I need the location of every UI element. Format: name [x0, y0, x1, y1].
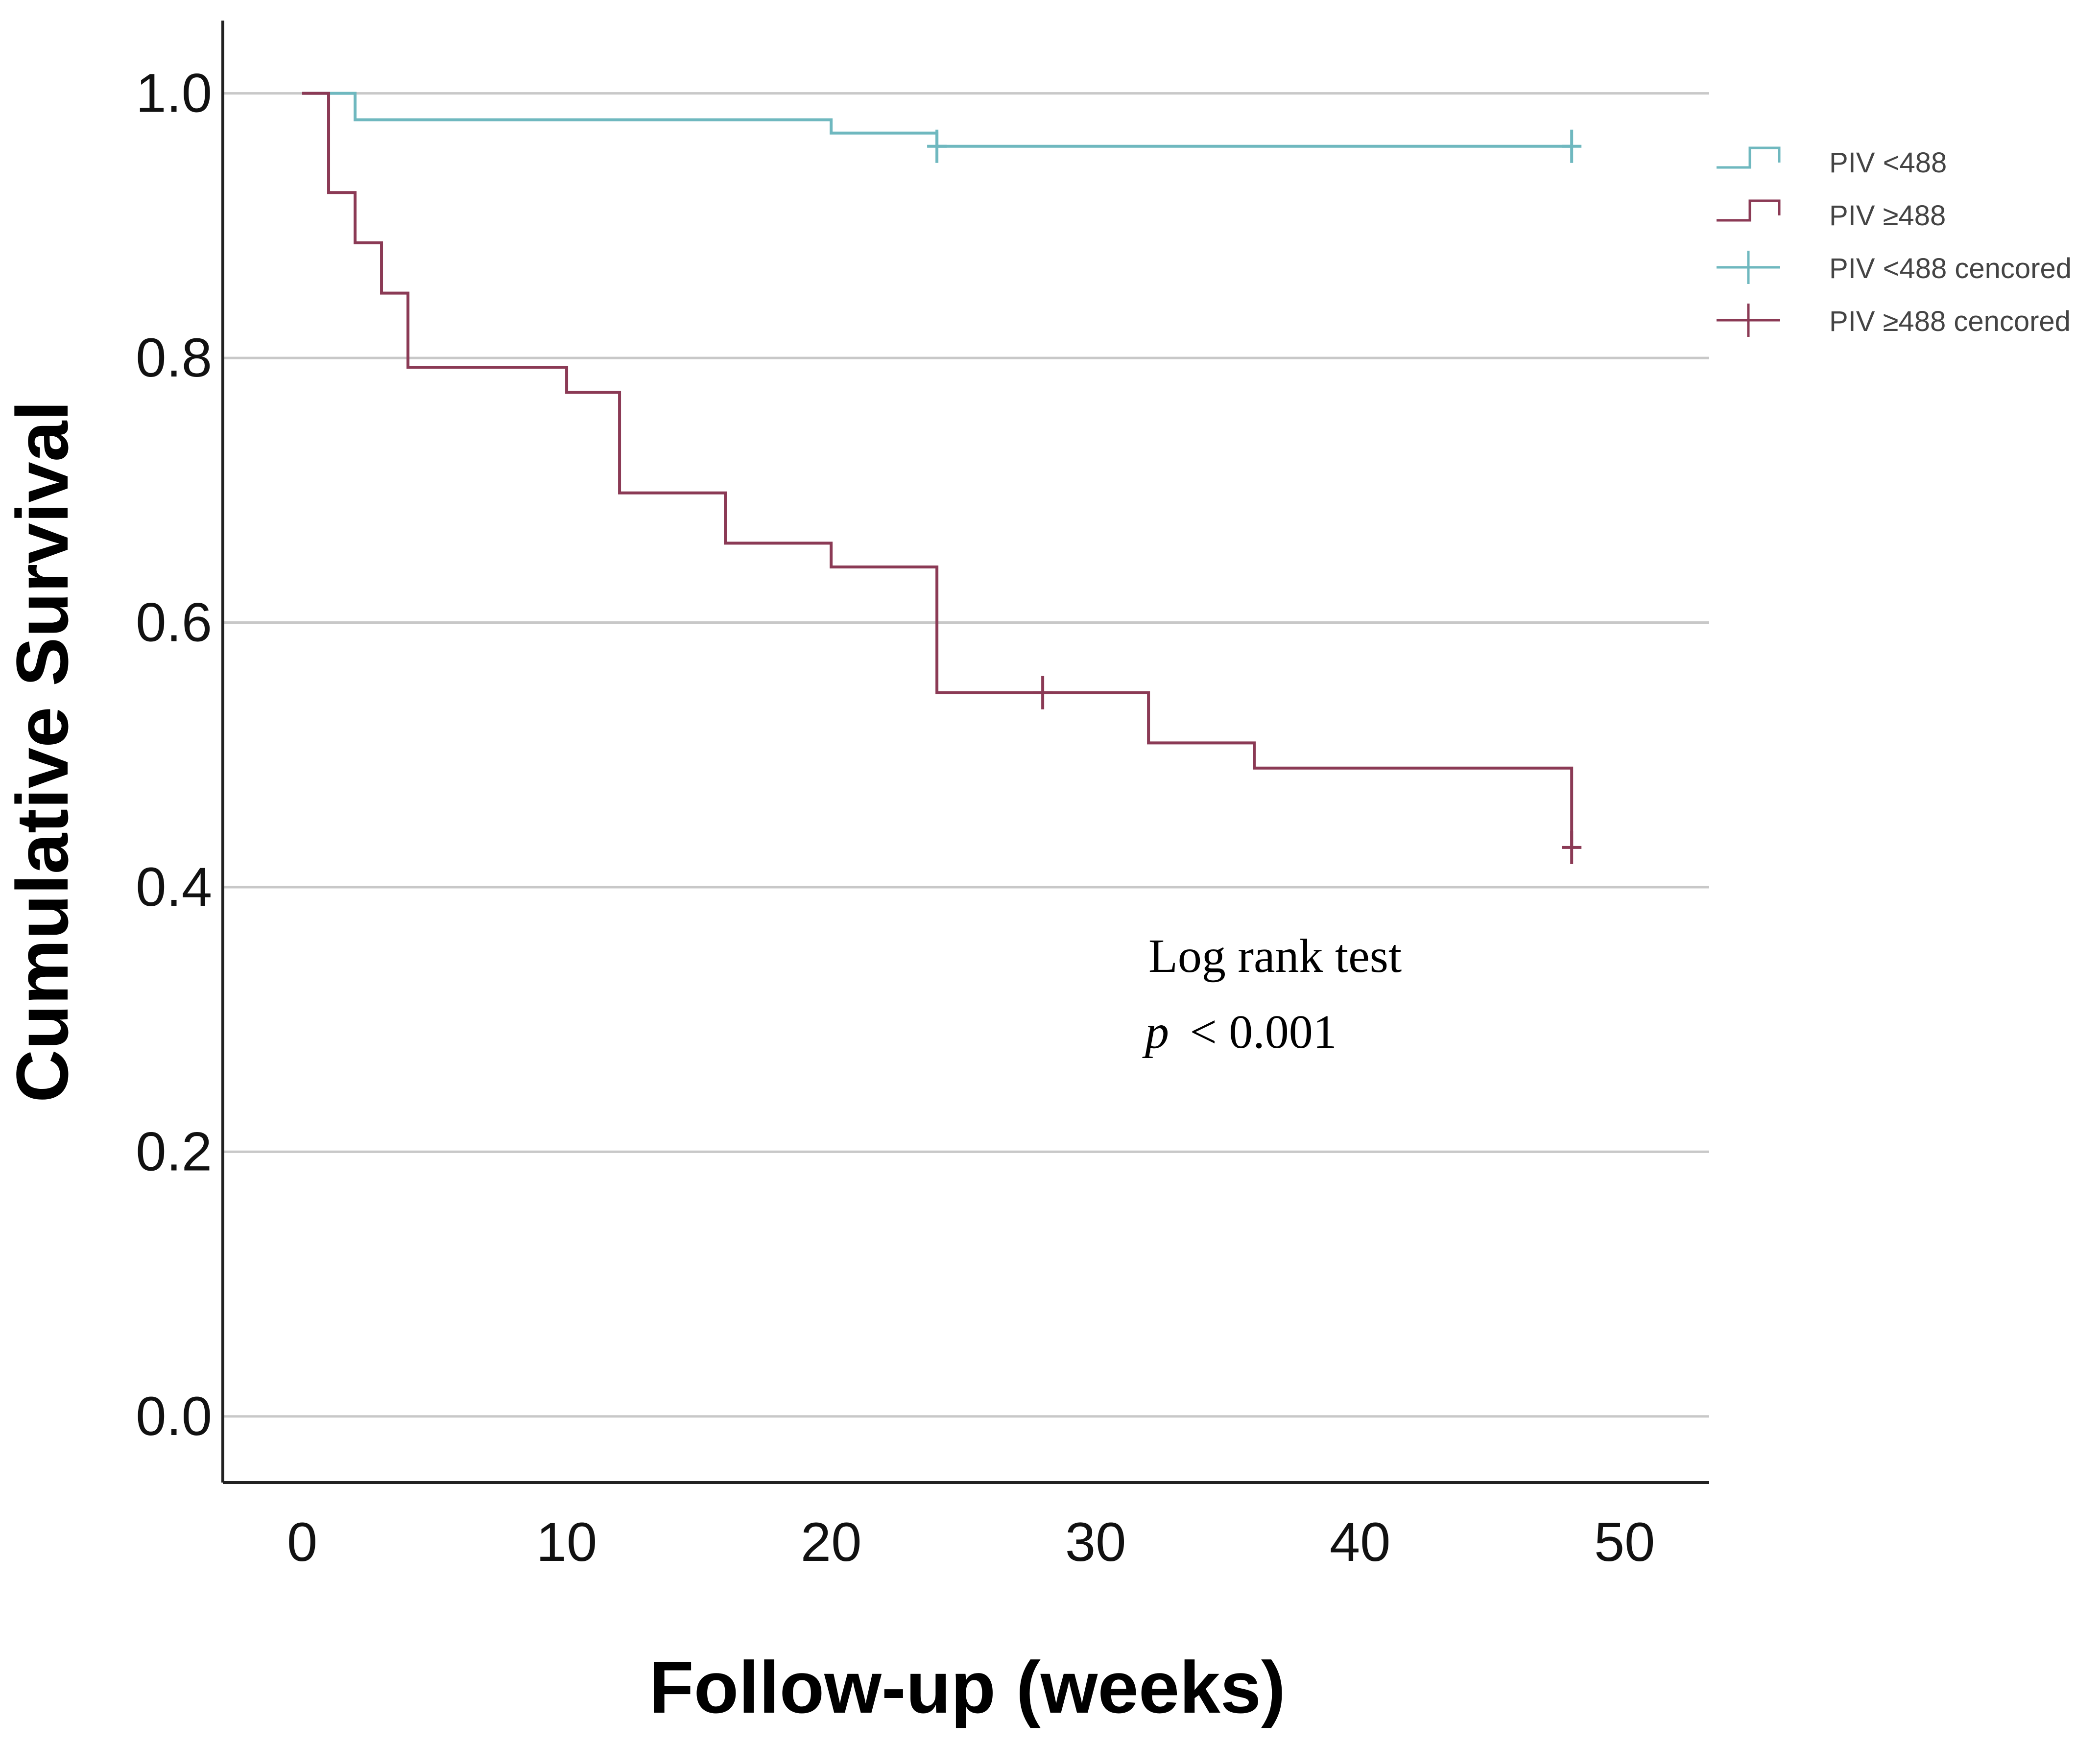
- censor-mark: [927, 129, 947, 163]
- x-tick-label: 30: [1065, 1511, 1126, 1573]
- censor-mark: [1033, 676, 1053, 709]
- x-tick-label: 40: [1330, 1511, 1391, 1573]
- y-tick-label: 0.6: [136, 592, 212, 653]
- x-tick-label: 50: [1594, 1511, 1655, 1573]
- legend-entry: PIV <488 cencored: [1717, 251, 2072, 284]
- y-tick-label: 1.0: [136, 63, 212, 124]
- x-tick-label: 0: [287, 1511, 317, 1573]
- survival-step-line-high: [302, 92, 1574, 848]
- censor-mark: [1562, 830, 1582, 864]
- legend-entry: PIV ≥488: [1717, 199, 1946, 232]
- legend-label: PIV <488: [1829, 147, 1947, 179]
- axes: [221, 21, 1709, 1484]
- x-tick-label: 10: [536, 1511, 597, 1573]
- y-axis-title: Cumulative Survival: [1, 401, 83, 1103]
- legend: PIV <488 PIV ≥488 PIV <488 cencored PIV ≥48…: [1717, 146, 2072, 337]
- legend-entry: PIV ≥488 cencored: [1717, 304, 2071, 337]
- test-name-label: Log rank test: [1148, 930, 1402, 983]
- p-value-label: p < 0.001: [1142, 1006, 1337, 1059]
- censor-marks: [927, 129, 1582, 864]
- y-tick-label: 0.0: [136, 1386, 212, 1447]
- p-value: < 0.001: [1190, 1006, 1337, 1059]
- y-tick-label: 0.8: [136, 327, 212, 388]
- legend-step-swatch: [1717, 146, 1781, 169]
- x-axis-title: Follow-up (weeks): [649, 1646, 1286, 1728]
- gridlines: [223, 92, 1709, 1418]
- legend-label: PIV <488 cencored: [1829, 253, 2072, 284]
- censor-mark: [1562, 129, 1582, 163]
- y-tick-label: 0.2: [136, 1121, 212, 1182]
- y-tick-labels: 0.0 0.2 0.4 0.6 0.8 1.0: [136, 63, 212, 1447]
- x-tick-label: 20: [801, 1511, 862, 1573]
- p-symbol: p: [1142, 1006, 1169, 1059]
- survival-curves: [302, 92, 1574, 848]
- legend-step-swatch: [1717, 199, 1781, 222]
- log-rank-annotation: Log rank test p < 0.001: [1142, 930, 1402, 1059]
- legend-label: PIV ≥488: [1829, 200, 1946, 232]
- legend-entry: PIV <488: [1717, 146, 1947, 179]
- x-tick-labels: 0 10 20 30 40 50: [287, 1511, 1655, 1573]
- legend-label: PIV ≥488 cencored: [1829, 306, 2071, 337]
- y-tick-label: 0.4: [136, 856, 212, 918]
